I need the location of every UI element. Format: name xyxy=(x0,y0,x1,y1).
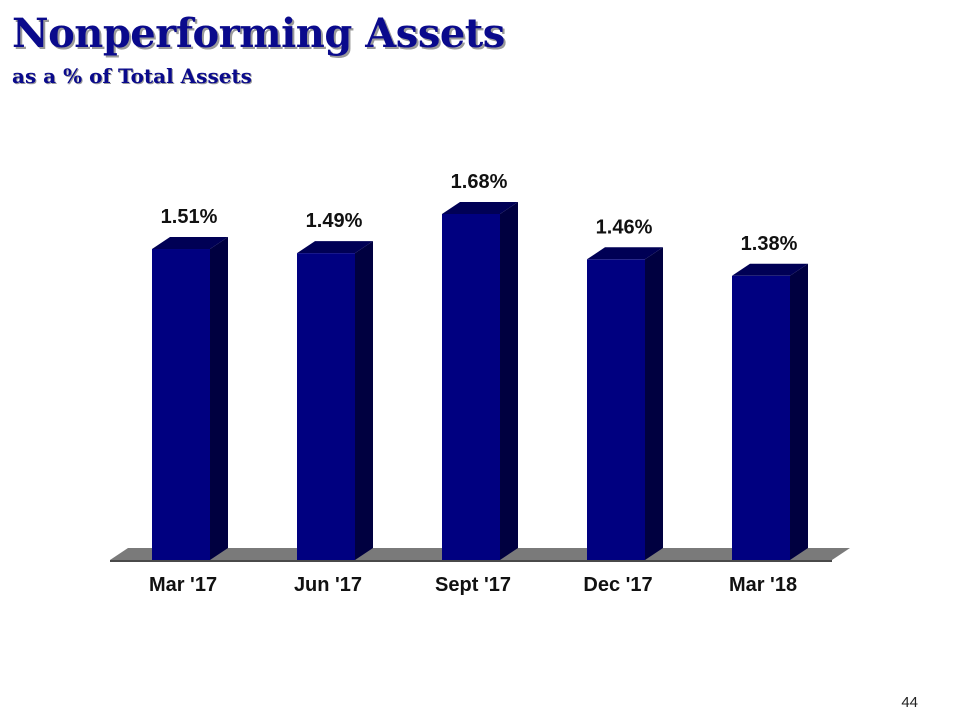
x-tick-label-2: Sept '17 xyxy=(435,574,511,596)
bar-top-3 xyxy=(587,247,663,260)
bar-1 xyxy=(297,253,355,560)
x-tick-label-4: Mar '18 xyxy=(729,574,797,596)
bar-4 xyxy=(732,275,790,560)
bar-top-1 xyxy=(297,241,373,254)
page-title: Nonperforming Assets xyxy=(12,10,505,57)
bar-top-2 xyxy=(442,202,518,214)
x-tick-label-0: Mar '17 xyxy=(149,574,217,596)
data-label-0: 1.51% xyxy=(161,206,218,228)
x-tick-label-1: Jun '17 xyxy=(294,574,362,596)
bar-side-2 xyxy=(500,202,518,560)
bar-top-4 xyxy=(732,263,808,276)
data-label-1: 1.49% xyxy=(306,210,363,232)
page-number: 44 xyxy=(901,694,918,711)
bar-side-0 xyxy=(210,237,228,560)
chart-floor-edge xyxy=(110,560,832,562)
bar-side-4 xyxy=(790,263,808,560)
data-label-4: 1.38% xyxy=(741,233,798,255)
page-subtitle: as a % of Total Assets xyxy=(12,64,252,88)
bar-top-0 xyxy=(152,237,228,250)
bar-2 xyxy=(442,214,500,560)
bar-side-1 xyxy=(355,241,373,560)
bar-0 xyxy=(152,249,210,560)
x-tick-label-3: Dec '17 xyxy=(583,574,652,596)
bar-3 xyxy=(587,259,645,560)
data-label-2: 1.68% xyxy=(451,171,508,193)
data-label-3: 1.46% xyxy=(596,216,653,238)
bar-side-3 xyxy=(645,247,663,561)
